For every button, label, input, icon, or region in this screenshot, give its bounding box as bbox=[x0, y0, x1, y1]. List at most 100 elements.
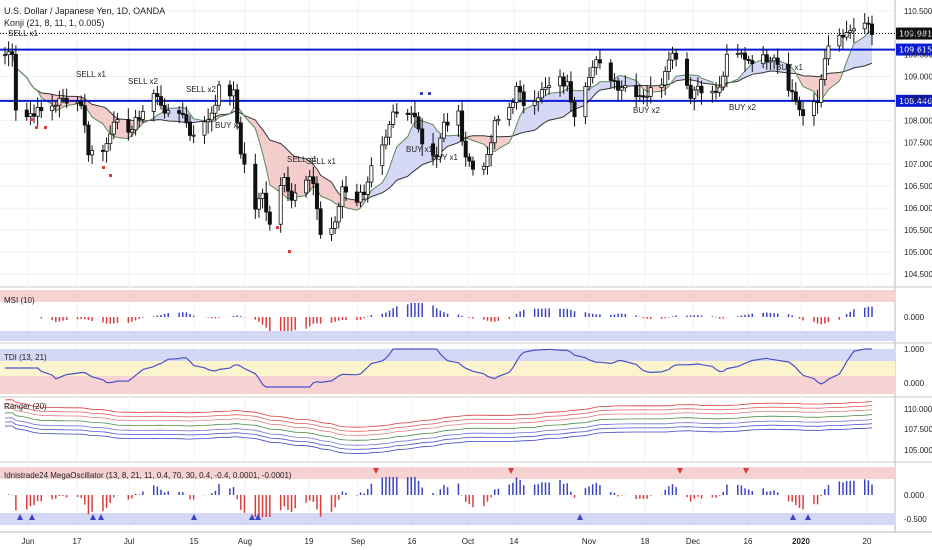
ranger-band bbox=[4, 425, 873, 454]
candle-body bbox=[115, 119, 120, 123]
candle-body bbox=[616, 80, 621, 91]
cloud-segment bbox=[407, 128, 412, 177]
cloud-segment bbox=[643, 85, 648, 92]
buy-signal-label: BUY x1 bbox=[406, 145, 434, 154]
candle-body bbox=[362, 191, 367, 195]
candle-body bbox=[431, 143, 436, 156]
candle-body bbox=[329, 228, 334, 235]
mega-buy-arrow bbox=[29, 514, 35, 520]
cloud-segment bbox=[92, 104, 103, 124]
candle-body bbox=[126, 119, 131, 133]
panel-tick-label: -0.500 bbox=[904, 515, 927, 524]
candle-body bbox=[202, 121, 207, 136]
ranger-band bbox=[4, 407, 873, 436]
mega-buy-arrow bbox=[191, 514, 197, 520]
candle-body bbox=[416, 116, 421, 130]
candle-body bbox=[260, 192, 265, 200]
cloud-segment bbox=[846, 52, 851, 71]
candle-body bbox=[518, 86, 523, 93]
sell-signal-label: SELL x1 bbox=[306, 157, 336, 166]
candle-body bbox=[333, 221, 338, 229]
candle-body bbox=[405, 112, 410, 115]
time-tick-label: 16 bbox=[408, 537, 417, 546]
candle-body bbox=[354, 191, 359, 203]
ranger-band bbox=[4, 412, 873, 441]
buy-signal-label: BUY x1 bbox=[776, 63, 804, 72]
candle-body bbox=[619, 87, 624, 91]
candle-body bbox=[188, 121, 193, 136]
cloud-segment bbox=[813, 76, 818, 98]
candle-body bbox=[456, 110, 461, 126]
cloud-segment bbox=[534, 101, 539, 131]
sell-signal-label: SELL x2 bbox=[186, 85, 216, 94]
price-tick-label: 109.000 bbox=[904, 73, 932, 82]
candle-body bbox=[590, 66, 595, 78]
cloud-segment bbox=[393, 146, 397, 185]
cloud-segment bbox=[320, 175, 332, 201]
candle-body bbox=[851, 28, 856, 32]
candle-body bbox=[57, 97, 62, 106]
candle-body bbox=[597, 59, 602, 64]
cloud-segment bbox=[545, 93, 550, 122]
candle-body bbox=[510, 102, 515, 108]
cloud-segment bbox=[650, 85, 662, 93]
candle-body bbox=[358, 191, 363, 203]
candle-body bbox=[695, 85, 700, 91]
candle-body bbox=[822, 58, 827, 80]
candle-body bbox=[441, 121, 446, 139]
candle-body bbox=[75, 101, 80, 104]
candle-body bbox=[10, 51, 15, 55]
candle-body bbox=[391, 111, 396, 125]
cloud-segment bbox=[385, 167, 390, 191]
signal-marker bbox=[420, 92, 423, 95]
cloud-segment bbox=[701, 78, 713, 85]
panel-title-msi: MSI (10) bbox=[4, 296, 35, 305]
mega-buy-arrow bbox=[790, 514, 796, 520]
candle-body bbox=[242, 153, 247, 165]
candle-body bbox=[768, 60, 773, 63]
candle-body bbox=[561, 76, 566, 87]
horizontal-levels: 109.981 109.615 108.446 bbox=[0, 27, 932, 107]
cloud-segment bbox=[745, 67, 749, 78]
candle-body bbox=[50, 105, 55, 112]
candle-body bbox=[227, 84, 232, 97]
tdi-upper-zone bbox=[0, 349, 895, 361]
candle-body bbox=[536, 97, 541, 102]
candle-body bbox=[213, 104, 218, 114]
buy-signal-label: BUY x1 bbox=[431, 153, 459, 162]
candle-body bbox=[750, 60, 755, 65]
candle-body bbox=[862, 22, 867, 30]
candle-body bbox=[314, 183, 319, 210]
symbol-title: U.S. Dollar / Japanese Yen, 1D, OANDA bbox=[4, 6, 165, 16]
signal-marker bbox=[428, 92, 431, 95]
candle-body bbox=[61, 97, 66, 100]
candle-body bbox=[206, 119, 211, 123]
signal-marker bbox=[44, 126, 47, 129]
candle-body bbox=[217, 84, 222, 106]
candle-body bbox=[532, 101, 537, 106]
candle-body bbox=[815, 101, 820, 104]
candle-body bbox=[380, 144, 385, 167]
price-axis[interactable]: 110.500 110.000 109.500 109.000 108.500 108.0… bbox=[904, 7, 932, 279]
level-price-tag bbox=[896, 43, 932, 56]
candle-body bbox=[434, 154, 439, 158]
candle-body bbox=[496, 119, 501, 122]
msi-upper-zone bbox=[0, 290, 895, 302]
candle-body bbox=[819, 79, 824, 103]
cloud-segment bbox=[828, 72, 840, 90]
buy-signal-label: BUY x2 bbox=[729, 103, 757, 112]
cloud-segment bbox=[84, 98, 89, 112]
candle-body bbox=[699, 85, 704, 94]
time-tick-label: Nov bbox=[582, 537, 596, 546]
candle-body bbox=[801, 109, 806, 116]
panel-tick-label: 110.000 bbox=[904, 405, 932, 414]
candle-body bbox=[3, 54, 8, 57]
cloud-segment bbox=[382, 176, 386, 193]
mega-buy-arrow bbox=[90, 514, 96, 520]
candle-body bbox=[191, 134, 196, 137]
time-axis[interactable]: Jun 17 Jul 15 Aug 19 Sep 16 Oct 14 Nov 18 Dec 16 2020 2… bbox=[22, 537, 872, 546]
panel-tick-label: 1.000 bbox=[904, 345, 925, 354]
signal-marker bbox=[35, 126, 38, 129]
time-tick-label: 17 bbox=[73, 537, 82, 546]
candle-body bbox=[674, 52, 679, 60]
